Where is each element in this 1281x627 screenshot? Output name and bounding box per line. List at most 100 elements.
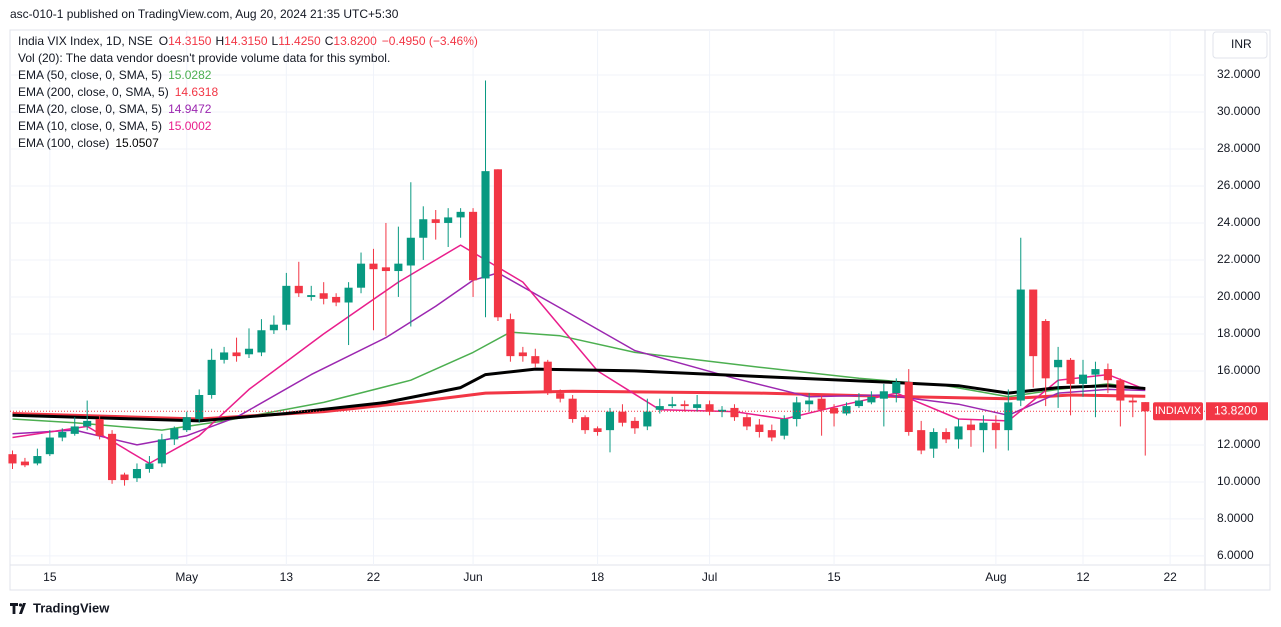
candle-body [220,352,229,360]
candle-body [643,411,652,427]
candle-body [593,428,602,432]
symbol-tag: INDIAVIX [1155,405,1202,417]
y-tick-label: 20.0000 [1217,289,1261,303]
y-tick-label: 28.0000 [1217,141,1261,155]
y-tick-label: 24.0000 [1217,215,1261,229]
candle-body [257,330,266,353]
x-tick-label: 18 [591,570,605,584]
candle-body [344,287,353,303]
candle-body [543,361,552,394]
legend-entry: EMA (20, close, 0, SMA, 5) 14.9472 [18,102,212,116]
candle-body [294,285,303,294]
candle-body [805,400,814,405]
candle-body [481,171,490,279]
candle-body [742,417,751,427]
candle-body [817,398,826,410]
candle-body [493,169,503,318]
candle-body [556,393,565,399]
candle-body [904,382,913,432]
candle-body [1029,289,1038,357]
candle-body [45,437,54,455]
candle-body [668,404,677,407]
candle-body [369,263,378,270]
candle-body [381,267,390,272]
candle-body [979,422,988,431]
ohlc-value: 11.4250 [278,34,321,48]
volume-note: Vol (20): The data vendor doesn't provid… [18,51,390,65]
legend-value: 15.0507 [115,136,159,150]
candle-body [581,417,590,431]
ohlc-label: C [325,34,334,48]
candle-body [618,411,627,423]
candle-body [444,217,453,223]
candle-body [1066,359,1075,384]
candle-body [132,468,142,479]
x-tick-label: May [175,570,198,584]
candle-body [195,394,204,420]
x-tick-label: 15 [43,570,57,584]
candle-body [394,263,403,272]
candle-body [456,211,465,218]
x-tick-label: 15 [827,570,841,584]
candle-body [1116,380,1125,401]
currency-box[interactable] [1212,31,1268,59]
ohlc-label: L [272,34,279,48]
candle-body [842,406,851,414]
candle-body [605,411,615,431]
candle-body [917,430,926,451]
frame [9,29,1271,591]
plot [8,30,1205,565]
x-tick-label: 22 [367,570,381,584]
candle-body [830,407,839,414]
candle-body [332,296,341,303]
candle-body [307,295,316,297]
published-note: asc-010-1 published on TradingView.com, … [10,7,399,21]
candle-body [431,219,440,223]
ohlc-label: O [159,34,168,48]
y-tick-label: 6.0000 [1217,548,1254,562]
ohlc-value: 13.8200 [333,34,377,48]
candle-body [157,439,166,464]
candle-body [966,424,976,431]
ohlc-value: 14.3150 [168,34,212,48]
candle-body [1054,359,1063,368]
candle-body [867,396,876,403]
candle-body [207,359,216,395]
candle-body [8,454,17,464]
candle-body [95,419,104,436]
candle-body [319,293,328,299]
candle-body [244,348,254,355]
x-tick-label: 13 [280,570,294,584]
legend-value: 15.0282 [168,68,212,82]
y-tick-label: 26.0000 [1217,178,1261,192]
candle-body [170,428,179,440]
legend-header: India VIX Index, 1D, NSE O14.3150 H14.3150… [18,34,478,48]
candle-body [892,382,901,394]
candle-body [680,404,689,407]
candle-body [991,422,1000,431]
candle-body [854,400,863,407]
candle-body [942,431,951,440]
candle-body [730,407,739,418]
legend-value: 14.6318 [175,85,219,99]
candle-body [1141,402,1150,412]
candle-body [518,352,527,357]
candle-body [954,426,963,440]
candle-body [1103,369,1112,381]
candle-body [792,402,801,420]
legend-name: EMA (100, close) [18,136,109,150]
candle-body [469,211,478,281]
legend-entry: EMA (100, close) 15.0507 [18,136,159,150]
currency[interactable]: INR [1231,37,1252,51]
candle-body [182,417,191,431]
candle-body [929,431,938,449]
candle-body [232,352,241,357]
candle-body [755,424,764,432]
y-tick-label: 30.0000 [1217,104,1261,118]
candle-body [20,461,29,466]
candle-body [717,409,727,412]
legend-name: EMA (50, close, 0, SMA, 5) [18,68,162,82]
brand: TradingView [33,600,110,615]
